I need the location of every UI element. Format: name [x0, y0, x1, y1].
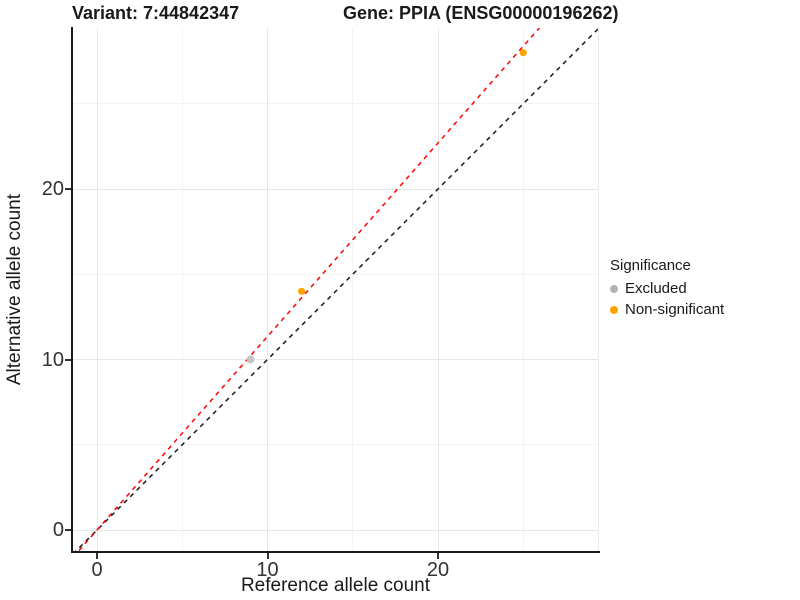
y-tick-label: 0: [52, 519, 64, 541]
gene-title: Gene: PPIA (ENSG00000196262): [343, 3, 619, 23]
x-minor-gridline: [181, 28, 183, 552]
legend-item: Excluded: [610, 278, 724, 299]
legend-key-dot: [610, 305, 618, 314]
y-tick: [65, 358, 71, 361]
plot-panel: [73, 28, 599, 552]
fitted-ratio-line: [76, 28, 541, 552]
x-axis-line: [71, 551, 600, 553]
x-minor-gridline: [522, 28, 524, 552]
y-tick-label: 10: [41, 348, 64, 371]
y-tick-label: 20: [41, 178, 64, 200]
y-axis-line: [71, 27, 73, 553]
legend-items: Excluded Non-significant: [610, 278, 724, 320]
y-tick: [65, 529, 71, 531]
x-tick-label: 0: [91, 559, 103, 581]
variant-title: Variant: 7:44842347: [72, 3, 240, 23]
data-point-non-significant: [298, 287, 306, 295]
legend-item-label: Non-significant: [625, 301, 725, 318]
y-minor-gridline: [73, 444, 598, 446]
y-minor-gridline: [73, 273, 598, 275]
legend-key-dot: [610, 284, 618, 293]
y-major-gridline: [73, 529, 598, 531]
x-minor-gridline: [352, 28, 354, 552]
legend-item: Non-significant: [610, 299, 724, 320]
y-major-gridline: [73, 359, 598, 360]
y-tick: [65, 188, 71, 190]
x-major-gridline: [96, 28, 98, 552]
y-minor-gridline: [73, 103, 598, 105]
y-major-gridline: [73, 188, 598, 190]
data-point-non-significant: [519, 49, 527, 57]
legend-title: Significance: [610, 257, 691, 274]
y-axis-title: Alternative allele count: [4, 194, 25, 386]
x-major-gridline: [267, 28, 268, 552]
plot-layer: [73, 28, 598, 552]
data-point-excluded: [246, 355, 255, 364]
x-tick: [437, 553, 439, 559]
x-tick-label: 10: [256, 559, 279, 581]
x-axis-title: Reference allele count: [240, 575, 431, 596]
x-tick: [266, 553, 269, 559]
x-tick-label: 20: [426, 559, 450, 581]
x-tick: [96, 553, 98, 559]
legend-item-label: Excluded: [625, 280, 687, 297]
identity-line: [73, 28, 598, 552]
x-major-gridline: [437, 28, 439, 552]
legend: Significance Excluded Non-significant: [610, 257, 724, 320]
